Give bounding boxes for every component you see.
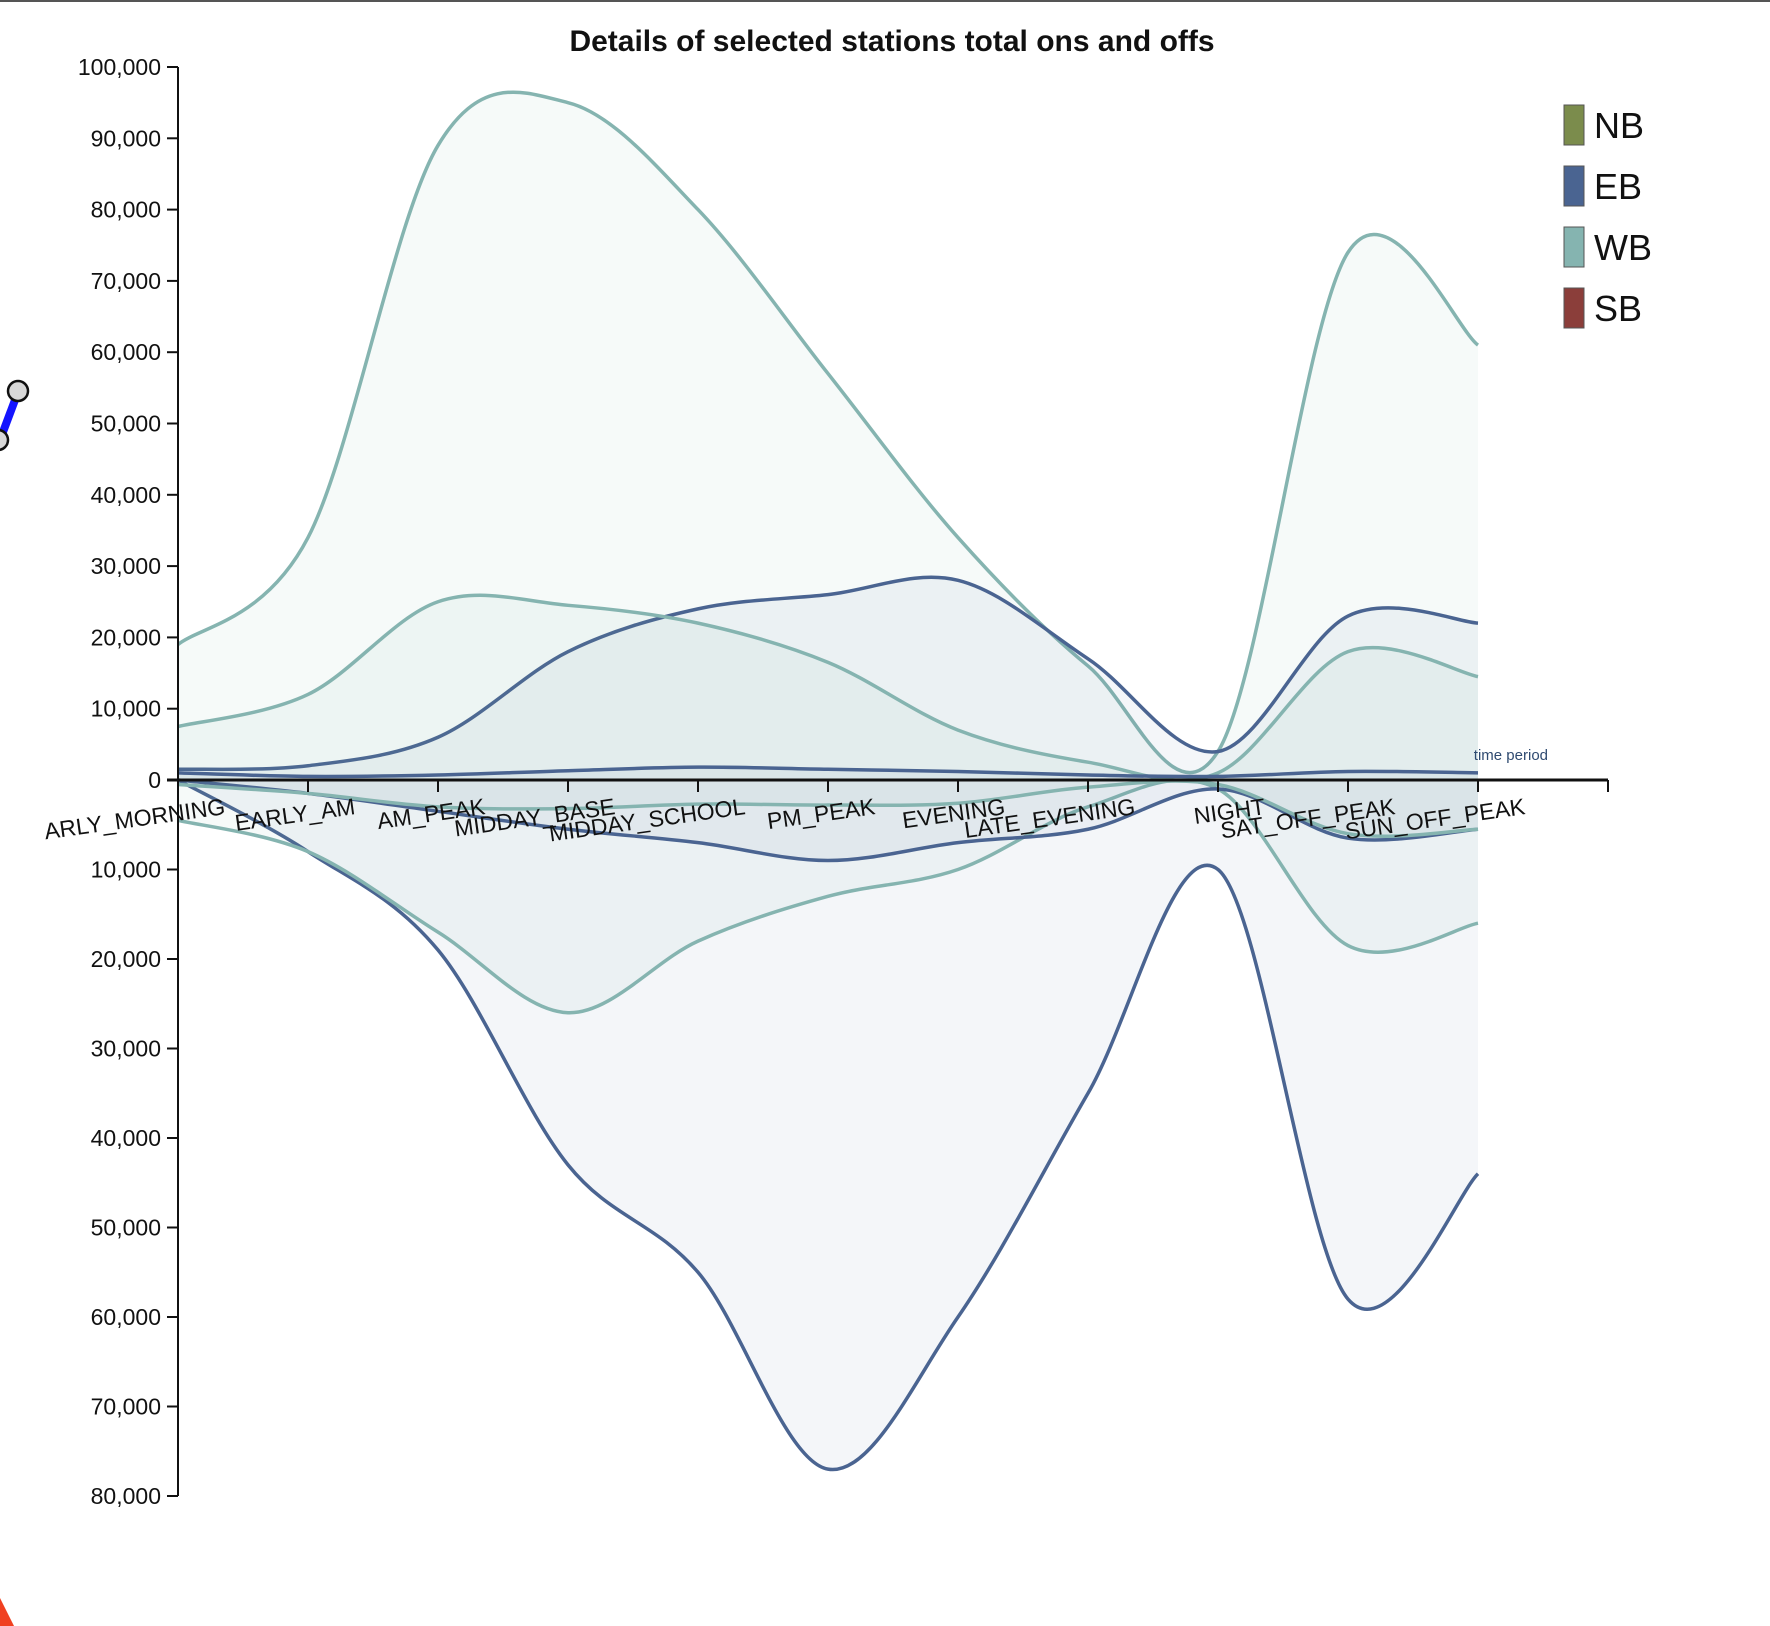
y-tick-label-ons: 70,000	[91, 268, 161, 294]
legend-swatch-eb	[1563, 165, 1585, 207]
y-tick-label-offs: 70,000	[91, 1394, 161, 1420]
chart-title: Details of selected stations total ons a…	[569, 25, 1214, 58]
y-tick-label-ons: 20,000	[91, 624, 161, 650]
area-eb-ons-total	[178, 577, 1478, 780]
corner-marker-icon	[0, 1598, 14, 1626]
area-wb-offs-total	[178, 780, 1478, 1013]
y-tick-label-ons: 30,000	[91, 553, 161, 579]
y-tick-label-offs: 60,000	[91, 1304, 161, 1330]
y-tick-label-offs: 10,000	[91, 857, 161, 883]
y-tick-label-ons: 90,000	[91, 125, 161, 151]
y-tick-label-ons: 50,000	[91, 411, 161, 437]
legend-label-wb: WB	[1594, 227, 1652, 268]
series-line-eb-ons-total	[177, 575, 1479, 772]
y-tick-label-ons: 80,000	[91, 197, 161, 223]
y-tick-label-ons: 60,000	[91, 339, 161, 365]
legend-swatch-wb	[1563, 226, 1585, 268]
area-wb-ons-station	[178, 595, 1478, 781]
x-category-label: ARLY_MORNING	[43, 793, 227, 844]
y-tick-label-ons: 100,000	[78, 54, 161, 80]
x-axis: ARLY_MORNING EARLY_AM AM_PEAKMIDDAY_BASEMI…	[43, 778, 1609, 846]
series-line-wb-offs-station	[177, 779, 1479, 839]
area-eb-offs-station	[178, 780, 1478, 861]
series-line-eb-offs-total	[177, 778, 1480, 1472]
series-line-wb-ons-total	[176, 90, 1480, 775]
area-eb-offs-total	[178, 780, 1478, 1470]
y-tick-label-offs: 20,000	[91, 946, 161, 972]
area-wb-ons-total	[178, 92, 1478, 780]
area-layer	[176, 90, 1480, 1472]
x-axis-title: time period	[1474, 747, 1548, 764]
legend-label-nb: NB	[1594, 105, 1644, 146]
series-line-wb-offs-total	[177, 778, 1479, 1015]
legend-swatch-sb	[1563, 287, 1585, 329]
series-line-eb-ons-station	[177, 765, 1479, 779]
selection-handle-bottom[interactable]	[0, 428, 10, 452]
y-tick-label-offs: 40,000	[91, 1125, 161, 1151]
y-tick-label-ons: 40,000	[91, 482, 161, 508]
y-tick-label-offs: 30,000	[91, 1036, 161, 1062]
top-border	[0, 0, 1770, 2]
selection-handle-widget[interactable]	[0, 379, 30, 452]
y-axis: 0 10,000 20,000 30,000 40,000 50,000 60,000 70,…	[78, 54, 179, 1509]
y-tick-label-offs: 80,000	[91, 1483, 161, 1509]
y-tick-label-ons: 0	[148, 767, 161, 793]
selection-handle-top[interactable]	[6, 379, 30, 403]
legend-swatch-nb	[1563, 104, 1585, 146]
legend-label-sb: SB	[1594, 288, 1642, 329]
y-tick-label-ons: 10,000	[91, 696, 161, 722]
legend-label-eb: EB	[1594, 166, 1642, 207]
series-line-wb-ons-station	[177, 593, 1479, 782]
area-wb-offs-station	[178, 780, 1478, 837]
y-tick-label-offs: 50,000	[91, 1215, 161, 1241]
legend: NB EB WB SB	[1563, 104, 1652, 329]
